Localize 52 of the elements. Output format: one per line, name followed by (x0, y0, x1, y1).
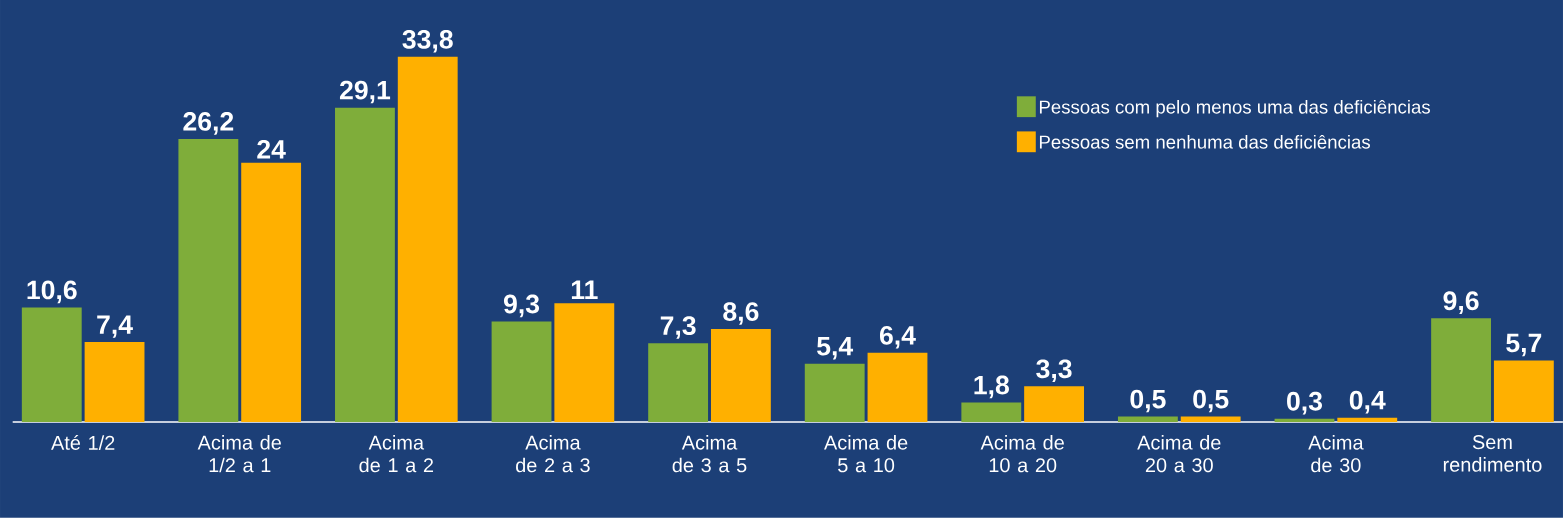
data-label: 6,4 (879, 326, 916, 349)
data-label: 9,3 (503, 294, 540, 318)
bar (84, 342, 145, 423)
data-label: 5,7 (1506, 333, 1542, 357)
data-label: 3,3 (1036, 359, 1072, 383)
bar (554, 303, 615, 423)
data-label: 0,3 (1287, 391, 1323, 415)
data-label: 9,6 (1443, 291, 1479, 315)
bar (961, 402, 1022, 423)
bar (1493, 360, 1554, 423)
x-tick-label: Acima de 3 a 5 (672, 435, 747, 473)
x-tick-label: Acima de 10 a 20 (980, 435, 1064, 473)
data-label: 26,2 (183, 112, 234, 135)
data-label: 0,5 (1193, 389, 1229, 413)
x-tick-label: Acima de 20 a 30 (1137, 435, 1221, 473)
legend-label: Pessoas com pelo menos uma das deficiências (1039, 99, 1430, 118)
x-tick-label: Sem rendimento (1443, 435, 1542, 472)
data-label: 29,1 (339, 80, 391, 104)
data-label: 1,8 (974, 375, 1009, 399)
x-tick-label: Acima de 5 a 10 (824, 435, 908, 473)
data-label: 7,4 (97, 315, 133, 338)
x-tick-label: Acima de 30 (1308, 435, 1364, 473)
bar (867, 352, 928, 423)
bar (1431, 318, 1491, 423)
bar (1337, 417, 1398, 423)
x-tick-label: Até 1/2 (51, 435, 115, 451)
data-label: 7,3 (660, 316, 696, 339)
data-label: 33,8 (402, 30, 453, 53)
bar (21, 307, 82, 423)
x-tick-label: Acima de 2 a 3 (516, 435, 590, 473)
bar (710, 329, 771, 423)
bar (335, 107, 395, 423)
data-label: 24 (257, 140, 286, 159)
bar (804, 363, 865, 423)
x-tick-label: Acima de 1 a 2 (359, 435, 434, 473)
data-label: 5,4 (817, 337, 854, 360)
bar (1180, 416, 1241, 423)
x-tick-label: Acima de 1/2 a 1 (197, 435, 281, 473)
bar (397, 56, 458, 423)
legend-label: Pessoas sem nenhuma das deficiências (1039, 135, 1370, 149)
bar (1274, 418, 1335, 423)
data-label: 0,4 (1349, 390, 1386, 414)
bar (1024, 386, 1085, 423)
data-label: 11 (571, 280, 598, 300)
bar (491, 321, 552, 423)
data-label: 8,6 (723, 302, 759, 325)
bar (1117, 416, 1178, 423)
data-label: 10,6 (27, 280, 77, 304)
data-label: 0,5 (1130, 389, 1166, 413)
bar (178, 139, 239, 423)
bar (648, 343, 709, 423)
bar (241, 162, 302, 423)
